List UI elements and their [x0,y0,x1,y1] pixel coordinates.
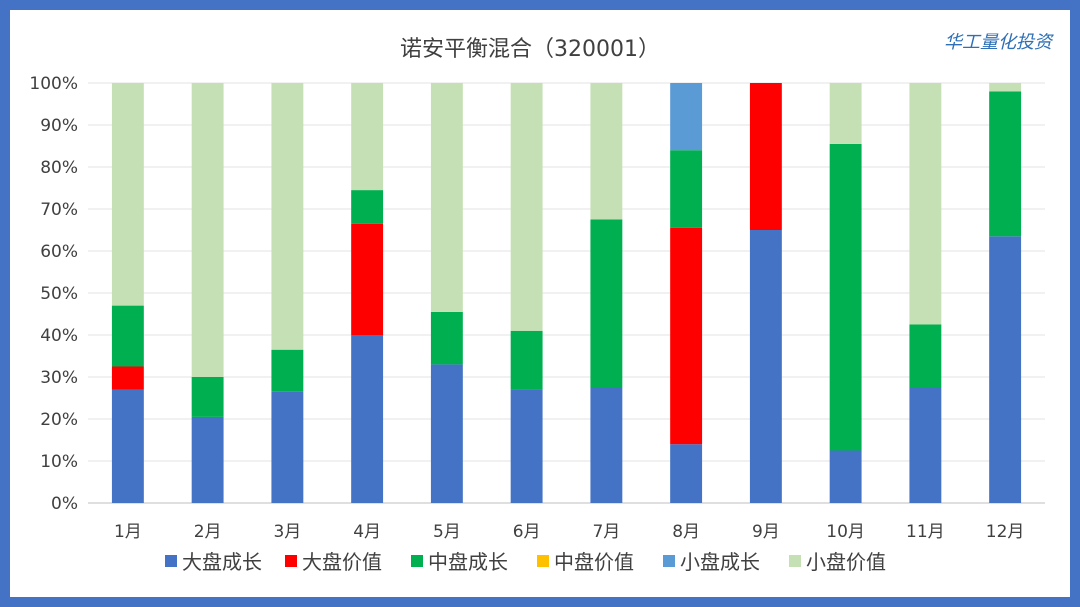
bar-segment [989,83,1022,92]
x-tick-label: 1月 [114,522,142,542]
legend-swatch [165,555,177,567]
bar-segment [351,190,384,224]
bar-segment [590,219,623,388]
x-tick-label: 10月 [826,522,865,542]
bar-segment [590,83,623,220]
bar-segment [909,324,942,388]
x-tick-label: 6月 [513,522,541,542]
x-tick-label: 8月 [672,522,700,542]
y-tick-label: 70% [40,200,78,220]
gridlines [88,82,1045,504]
x-tick-label: 12月 [986,522,1025,542]
bar-segment [430,83,463,312]
bar-segment [670,83,703,151]
bar-segment [829,143,862,451]
bar-segment [670,227,703,445]
bar-segment [670,150,703,228]
y-tick-label: 80% [40,158,78,178]
y-tick-label: 10% [40,452,78,472]
bar-segment [111,366,144,390]
y-tick-label: 60% [40,242,78,262]
bar-segment [111,83,144,306]
x-axis-ticks: 1月 2月 3月 4月 5月 6月 7月 8月 9月 10月 11月 12月 [114,522,1024,542]
bar-segment [510,389,543,503]
legend-label: 小盘成长 [680,550,760,574]
legend-label: 大盘成长 [182,550,262,574]
bar-segment [111,389,144,503]
bar-segment [749,83,782,230]
x-tick-label: 11月 [906,522,945,542]
bar-segment [430,364,463,503]
bar-segment [829,450,862,503]
y-tick-label: 50% [40,284,78,304]
x-tick-label: 7月 [592,522,620,542]
legend-label: 中盘成长 [428,550,508,574]
bar-segment [829,83,862,144]
bar-segment [909,387,942,503]
bar-segment [271,391,304,503]
bar-segment [749,230,782,503]
bar-segment [191,83,224,377]
chart-svg: 诺安平衡混合（320001） 华工量化投资 0% 10% 20% 30% 40% 50% 6… [29,32,1054,574]
y-tick-label: 90% [40,116,78,136]
bar-segment [590,387,623,503]
bar-segment [111,305,144,367]
y-tick-label: 0% [51,494,78,514]
bar-segment [989,91,1022,237]
bar-segment [989,236,1022,504]
y-tick-label: 40% [40,326,78,346]
chart-frame: 诺安平衡混合（320001） 华工量化投资 0% 10% 20% 30% 40% 50% 6… [10,10,1070,597]
legend-swatch [537,555,549,567]
bar-segment [191,416,224,503]
x-tick-label: 2月 [194,522,222,542]
bar-segment [191,377,224,417]
y-axis-ticks: 0% 10% 20% 30% 40% 50% 60% 70% 80% 90% 100% [29,74,78,514]
bar-segment [271,83,304,350]
bar-segment [430,311,463,365]
legend-swatch [285,555,297,567]
bar-segment [271,349,304,392]
x-tick-label: 9月 [752,522,780,542]
legend-label: 小盘价值 [806,550,886,574]
bar-segment [909,83,942,325]
x-tick-label: 5月 [433,522,461,542]
legend: 大盘成长 大盘价值 中盘成长 中盘价值 小盘成长 小盘价值 [165,550,886,574]
x-tick-label: 4月 [353,522,381,542]
brand-watermark: 华工量化投资 [944,32,1054,53]
legend-swatch [789,555,801,567]
chart-title: 诺安平衡混合（320001） [400,37,660,62]
y-tick-label: 100% [29,74,78,94]
bar-segment [670,444,703,503]
x-tick-label: 3月 [273,522,301,542]
y-tick-label: 20% [40,410,78,430]
bar-segment [510,83,543,331]
bars [111,83,1022,504]
bar-segment [351,335,384,503]
legend-swatch [663,555,675,567]
bar-segment [351,83,384,191]
legend-swatch [411,555,423,567]
bar-segment [510,330,543,390]
legend-label: 中盘价值 [554,550,634,574]
bar-segment [351,223,384,335]
y-tick-label: 30% [40,368,78,388]
legend-label: 大盘价值 [302,550,382,574]
